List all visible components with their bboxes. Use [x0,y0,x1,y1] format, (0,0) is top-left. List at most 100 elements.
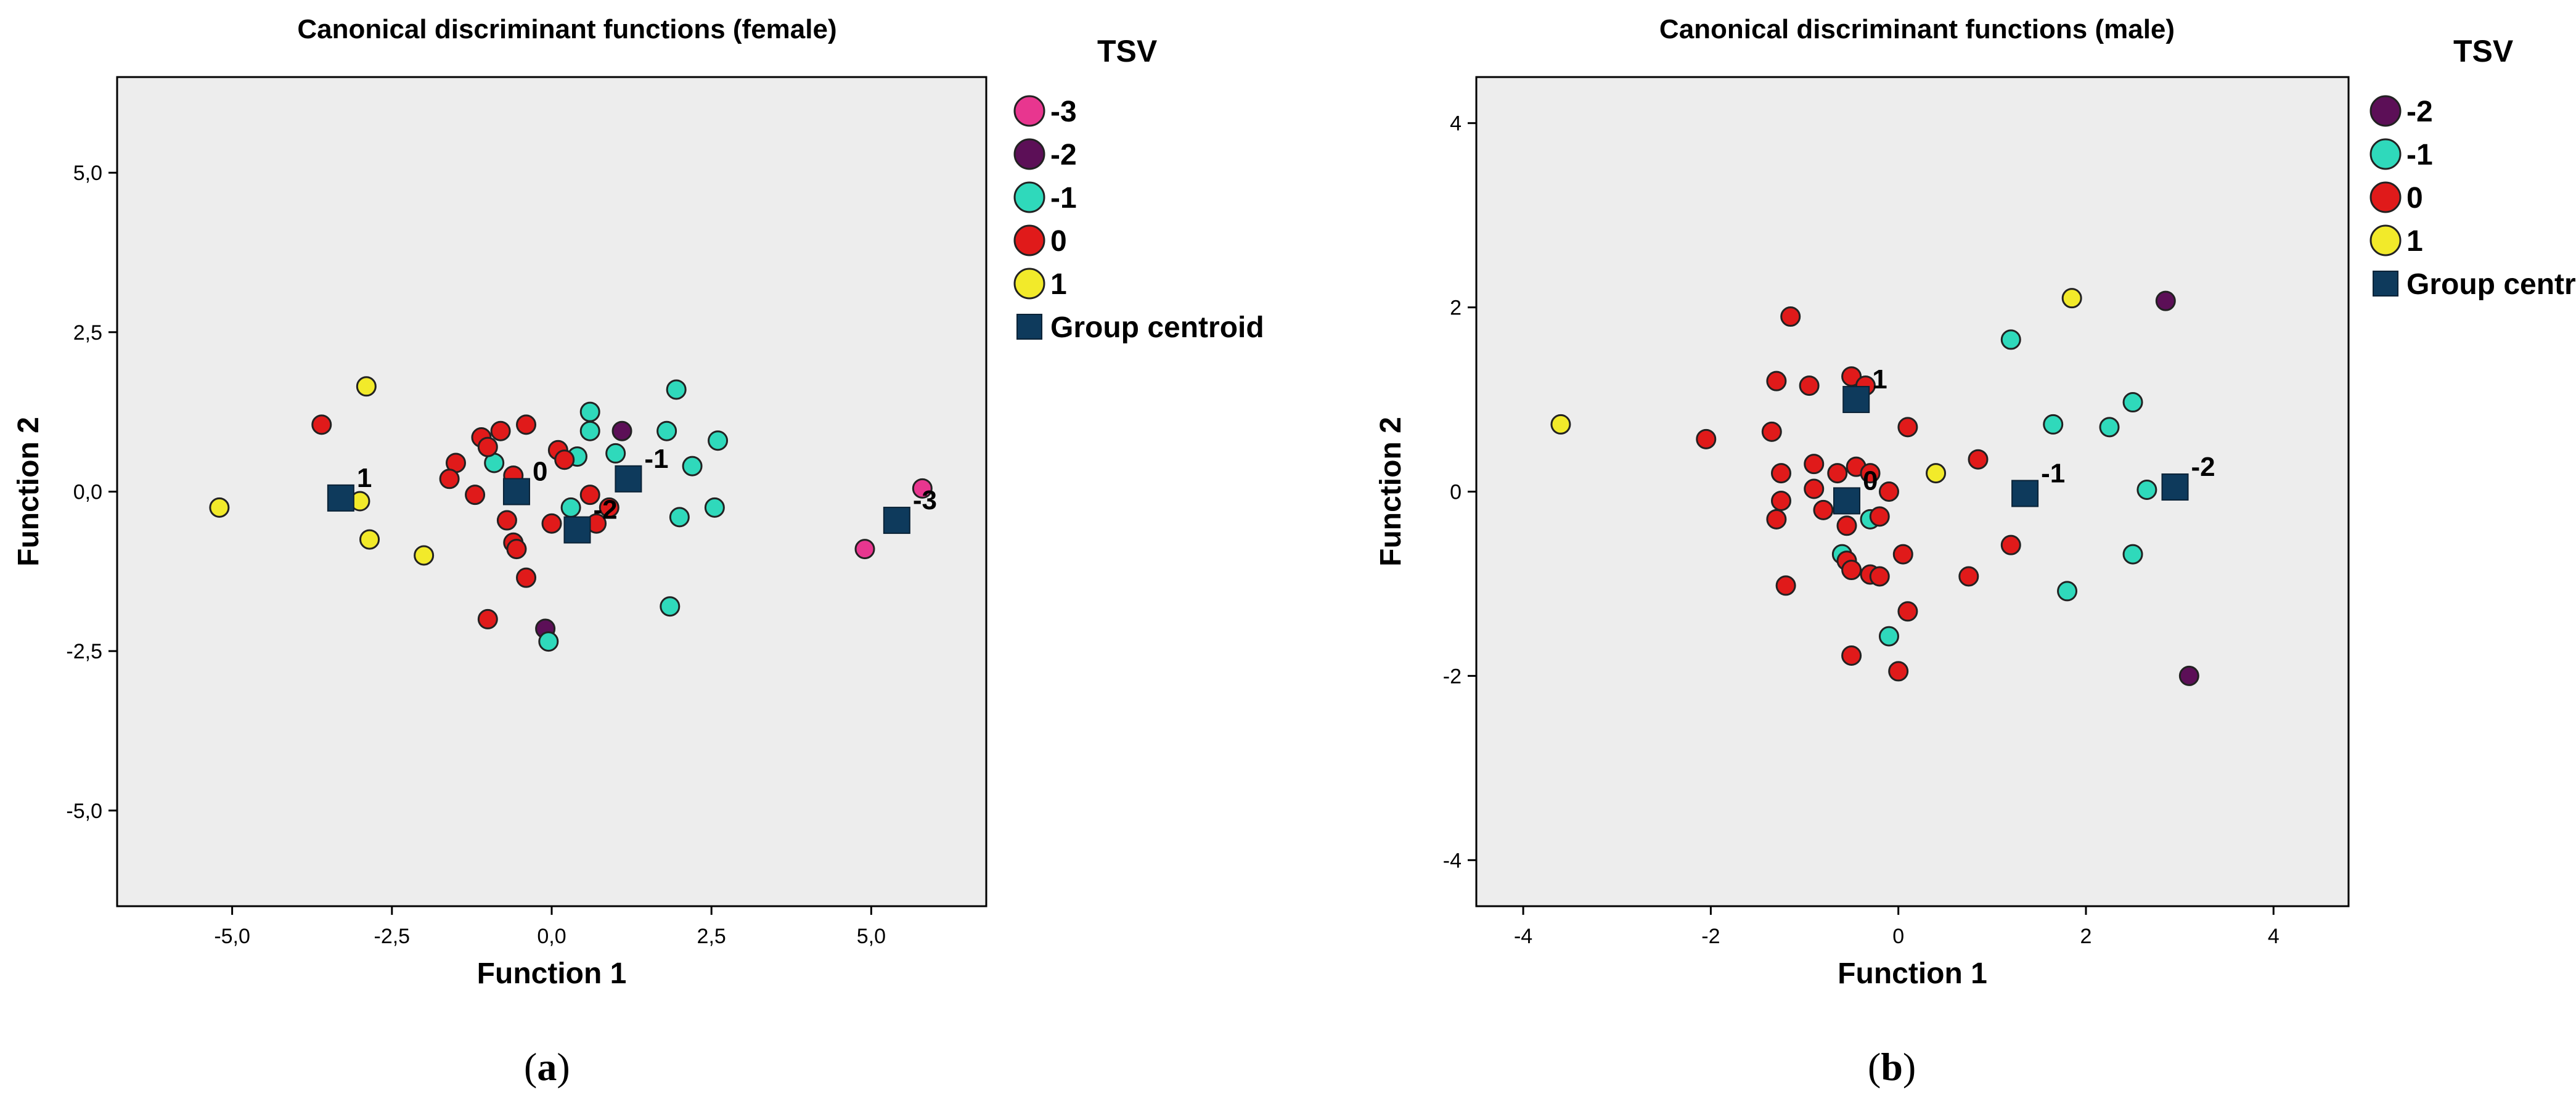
point-tsv--1 [579,420,600,441]
point-tsv-0 [1860,463,1881,484]
point-tsv-0 [439,469,460,489]
point-tsv--2 [2178,665,2199,686]
y-tick-label: -5,0 [66,800,102,823]
point-tsv--1 [560,497,581,518]
point-tsv-1 [1926,463,1947,484]
point-tsv-0 [1897,417,1918,438]
legend-marker-0 [2370,181,2402,213]
point-tsv-0 [477,436,498,457]
centroid-label: -3 [913,485,937,515]
x-tick-label: -5,0 [214,925,250,948]
centroid-label: -1 [2041,458,2065,488]
chart-female: Canonical discriminant functions (female… [12,14,1264,1089]
point-tsv--1 [2043,414,2064,435]
y-tick-label: 0 [1450,481,1462,504]
x-axis-title: Function 1 [1838,957,1987,990]
point-tsv-0 [490,420,511,441]
legend-label: 1 [1050,268,1067,301]
point-tsv--1 [2136,480,2157,501]
point-tsv-1 [356,376,377,397]
legend-label: -1 [2406,139,2433,171]
point-tsv--1 [660,596,681,617]
x-tick-label: 2 [2080,925,2092,948]
point-tsv-0 [599,497,619,518]
point-tsv-0 [554,449,575,470]
point-tsv--1 [682,456,703,477]
point-tsv--1 [2122,544,2143,565]
point-tsv-0 [1827,463,1848,484]
group-centroid [563,516,591,544]
point-tsv-0 [1770,490,1791,511]
x-tick-label: 4 [2268,925,2280,948]
legend-marker--2 [1013,138,1045,170]
point-tsv-0 [1869,566,1890,587]
y-tick-label: 2 [1450,297,1462,320]
centroid-label: 1 [1872,364,1887,395]
legend-label: -3 [1050,96,1077,128]
y-tick-label: 5,0 [73,162,102,185]
point-tsv--1 [708,430,729,451]
point-tsv-0 [1761,421,1782,442]
point-tsv-0 [1841,366,1862,387]
point-tsv-0 [1869,506,1890,527]
point-tsv--2 [611,420,632,441]
group-centroid [883,507,910,534]
legend-label: -2 [1050,139,1077,171]
point-tsv-0 [465,485,486,505]
group-centroid [502,478,530,505]
point-tsv-0 [1804,478,1825,499]
point-tsv--1 [2057,581,2078,602]
point-tsv-0 [1888,661,1909,682]
point-tsv--1 [2122,392,2143,413]
y-tick-label: -4 [1443,849,1462,872]
point-tsv-0 [2000,534,2021,555]
legend: TSV -2 -1 0 1 Group centroid [2370,34,2576,301]
chart-male: Canonical discriminant functions (male) -… [1375,14,2576,1089]
point-tsv-0 [1775,575,1796,596]
centroid-label: 0 [533,457,547,487]
point-tsv-0 [579,485,600,505]
group-centroid [615,465,642,493]
y-tick-label: 0,0 [73,481,102,504]
point-tsv-0 [1780,306,1801,327]
point-tsv-0 [1696,428,1717,449]
centroid-label: 0 [1863,465,1878,496]
x-tick-label: -2 [1701,925,1720,948]
x-tick-label: -2,5 [374,925,411,948]
legend-marker-1 [2370,224,2402,256]
x-axis-title: Function 1 [477,957,627,990]
centroid-label: -2 [2191,452,2215,482]
point-tsv-0 [1878,481,1899,502]
legend-title: TSV [2453,34,2514,68]
point-tsv-0 [1841,560,1862,581]
point-tsv-0 [1892,544,1913,565]
legend-label: Group centroid [2406,268,2576,301]
chart-title: Canonical discriminant functions (female… [297,14,836,44]
x-tick-label: 0,0 [537,925,566,948]
legend-label: 0 [1050,225,1067,258]
point-tsv--1 [1878,626,1899,647]
centroid-label: -2 [593,495,617,525]
y-tick-label: 4 [1450,112,1462,136]
legend-title: TSV [1097,34,1158,68]
panel-label: (a) [524,1045,570,1089]
point-tsv--1 [579,401,600,422]
group-centroid [1842,386,1870,414]
point-tsv-1 [209,497,230,518]
point-tsv--3 [912,478,933,499]
point-tsv-1 [414,545,435,566]
point-tsv--1 [2099,417,2120,438]
y-tick-label: 2,5 [73,321,102,345]
point-tsv--3 [854,539,875,560]
plot-area [116,76,987,907]
point-tsv-0 [496,510,517,531]
point-tsv-0 [1799,375,1820,396]
point-tsv-1 [1550,414,1571,435]
point-tsv--1 [656,420,677,441]
y-tick-label: -2 [1443,665,1462,688]
y-tick-label: -2,5 [66,640,102,663]
legend-marker-centroid [2373,271,2398,297]
point-tsv-0 [1804,454,1825,475]
point-tsv--1 [666,379,687,400]
point-tsv-0 [1813,499,1834,520]
